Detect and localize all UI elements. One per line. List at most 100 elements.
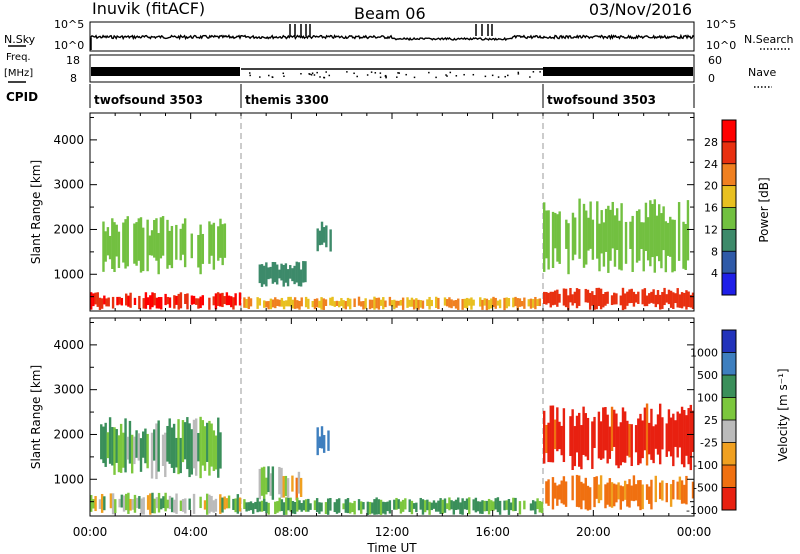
heatmap-cell <box>106 227 110 256</box>
heatmap-cell <box>408 499 411 513</box>
heatmap-cell <box>680 480 684 504</box>
nave-dot <box>379 76 382 79</box>
heatmap-cell <box>573 426 577 467</box>
heatmap-cell <box>518 298 522 307</box>
heatmap-cell <box>223 296 226 305</box>
nave-dot <box>539 71 541 73</box>
heatmap-cell <box>320 502 323 512</box>
heatmap-cell <box>538 298 541 307</box>
heatmap-cell <box>100 493 104 513</box>
nave-dot <box>353 72 355 75</box>
heatmap-cell <box>523 297 526 309</box>
heatmap-cell <box>142 227 145 272</box>
heatmap-cell <box>505 297 508 309</box>
heatmap-cell <box>575 288 579 309</box>
colorbar-tick-label: 16 <box>704 202 718 215</box>
heatmap-cell <box>325 225 328 248</box>
heatmap-cell <box>412 503 416 509</box>
nsearch-label: N.Search <box>744 33 794 46</box>
heatmap-cell <box>265 501 268 514</box>
heatmap-cell <box>230 296 233 308</box>
heatmap-cell <box>124 219 127 269</box>
heatmap-cell <box>280 263 283 281</box>
heatmap-cell <box>678 413 682 448</box>
heatmap-cell <box>630 485 633 501</box>
heatmap-cell <box>619 485 622 510</box>
y-tick-label: 2000 <box>53 427 84 441</box>
heatmap-cell <box>286 269 290 287</box>
colorbar-swatch <box>722 330 736 353</box>
heatmap-cell <box>159 217 163 259</box>
heatmap-cell <box>296 497 299 512</box>
heatmap-cell <box>315 298 319 308</box>
heatmap-cell <box>406 297 409 308</box>
heatmap-cell <box>545 481 548 504</box>
heatmap-cell <box>238 497 242 512</box>
heatmap-cell <box>683 292 686 307</box>
heatmap-cell <box>426 299 429 307</box>
heatmap-cell <box>634 425 638 453</box>
heatmap-cell <box>269 298 273 310</box>
heatmap-cell <box>258 468 262 500</box>
velocity-colorbar-label: Velocity [m s⁻¹] <box>776 368 790 461</box>
heatmap-cell <box>628 423 631 458</box>
x-tick-label: 20:00 <box>576 525 611 539</box>
heatmap-cell <box>265 477 268 495</box>
heatmap-cell <box>346 498 350 514</box>
heatmap-cell <box>639 480 642 511</box>
colorbar-swatch <box>722 273 736 295</box>
heatmap-cell <box>573 217 577 255</box>
heatmap-cell <box>129 292 132 308</box>
heatmap-cell <box>291 299 295 309</box>
heatmap-cell <box>280 297 284 307</box>
heatmap-cell <box>293 501 297 515</box>
colorbar-swatch <box>722 465 736 488</box>
heatmap-cell <box>139 217 143 273</box>
heatmap-cell <box>133 494 137 513</box>
heatmap-cell <box>120 494 124 508</box>
heatmap-cell <box>98 297 102 310</box>
nave-dot <box>248 72 251 74</box>
heatmap-cell <box>116 296 119 306</box>
heatmap-cell <box>470 297 473 310</box>
heatmap-cell <box>287 497 290 511</box>
heatmap-cell <box>520 300 524 307</box>
heatmap-cell <box>643 407 647 451</box>
heatmap-cell <box>597 484 601 504</box>
heatmap-cell <box>683 409 686 468</box>
heatmap-cell <box>656 290 660 305</box>
heatmap-cell <box>685 290 688 310</box>
heatmap-cell <box>587 217 590 251</box>
heatmap-cell <box>295 477 298 501</box>
x-tick-label: 12:00 <box>375 525 410 539</box>
heatmap-cell <box>531 500 535 511</box>
heatmap-cell <box>282 502 286 515</box>
heatmap-cell <box>650 291 653 303</box>
freq-tick-bottom: 8 <box>70 72 77 85</box>
heatmap-cell <box>545 210 548 259</box>
heatmap-cell <box>586 485 590 511</box>
freq-label-1: Freq. <box>6 52 31 63</box>
heatmap-cell <box>597 287 601 307</box>
x-tick-label: 08:00 <box>274 525 309 539</box>
heatmap-cell <box>582 406 585 455</box>
nave-dot <box>313 74 316 76</box>
colorbar-tick-label: 25 <box>704 414 718 427</box>
heatmap-cell <box>485 298 489 311</box>
heatmap-cell <box>291 501 295 514</box>
heatmap-cell <box>324 299 328 306</box>
heatmap-cell <box>285 497 288 515</box>
heatmap-cell <box>362 300 365 310</box>
heatmap-cell <box>232 498 235 510</box>
colorbar-tick-label: 12 <box>704 223 718 236</box>
heatmap-cell <box>584 413 587 457</box>
heatmap-cell <box>434 296 438 308</box>
colorbar-swatch <box>722 185 736 208</box>
heatmap-cell <box>315 498 319 513</box>
power-colorbar-label: Power [dB] <box>757 177 771 242</box>
heatmap-cell <box>170 225 174 269</box>
heatmap-cell <box>588 292 592 310</box>
heatmap-cell <box>322 227 326 243</box>
heatmap-cell <box>263 300 266 308</box>
heatmap-cell <box>111 493 115 515</box>
